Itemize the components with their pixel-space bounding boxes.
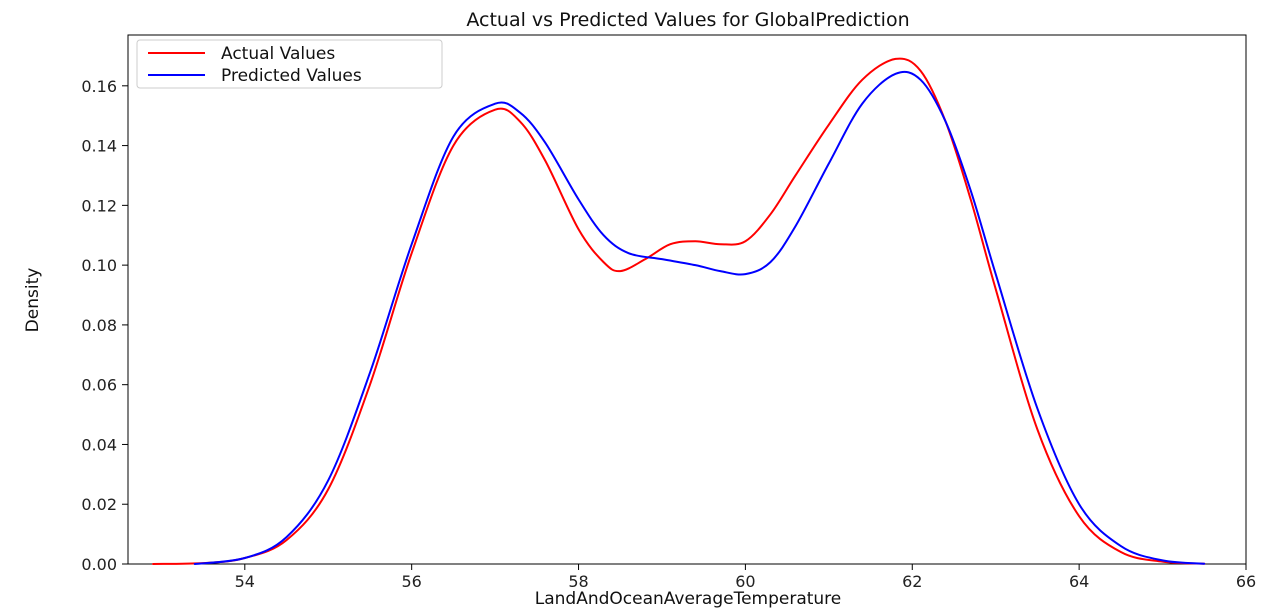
- plot-area-frame: [127, 34, 1247, 565]
- y-tick-label: 0.08: [81, 316, 117, 335]
- chart-title: Actual vs Predicted Values for GlobalPre…: [466, 9, 909, 31]
- x-tick-label: 56: [401, 572, 421, 591]
- y-tick-label: 0.00: [81, 555, 117, 574]
- y-tick-label: 0.02: [81, 495, 117, 514]
- y-tick-label: 0.12: [81, 196, 117, 215]
- x-axis-label: LandAndOceanAverageTemperature: [535, 589, 842, 609]
- y-axis: 0.00 0.02 0.04 0.06 0.08 0.10 0.12 0.14 0.16: [81, 77, 128, 574]
- x-axis: 54 56 58 60 62 64 66: [235, 564, 1256, 591]
- y-tick-label: 0.10: [81, 256, 117, 275]
- legend-label: Actual Values: [221, 44, 335, 64]
- x-tick-label: 60: [735, 572, 755, 591]
- y-tick-label: 0.06: [81, 376, 117, 395]
- x-tick-label: 58: [568, 572, 588, 591]
- x-tick-label: 64: [1069, 572, 1089, 591]
- y-tick-label: 0.16: [81, 77, 117, 96]
- x-tick-label: 54: [235, 572, 255, 591]
- legend-box: [136, 39, 443, 89]
- y-tick-label: 0.04: [81, 435, 117, 454]
- series-layer: [152, 57, 1206, 565]
- legend-label: Predicted Values: [221, 66, 362, 86]
- y-tick-label: 0.14: [81, 137, 117, 156]
- x-tick-label: 62: [902, 572, 922, 591]
- y-axis-label: Density: [23, 268, 43, 333]
- x-tick-label: 66: [1236, 572, 1256, 591]
- series-line-actual: [152, 57, 1206, 565]
- series-line-predicted: [193, 70, 1206, 565]
